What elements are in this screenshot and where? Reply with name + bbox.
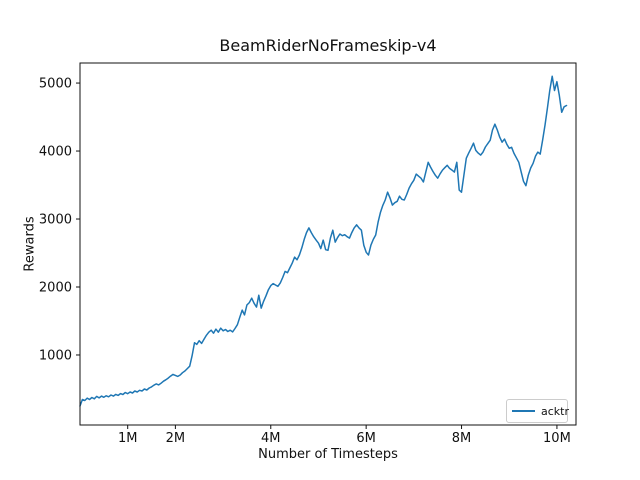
legend-label: acktr (541, 404, 569, 418)
y-tick-label: 2000 (39, 280, 72, 295)
y-tick-label: 1000 (39, 348, 72, 363)
y-tick-label: 5000 (39, 77, 72, 92)
legend: acktr (506, 399, 569, 423)
reward-line (79, 75, 568, 407)
y-tick-label: 3000 (39, 213, 72, 228)
x-tick-label: 6M (356, 431, 376, 446)
x-tick-label: 2M (166, 431, 186, 446)
x-tick-label: 8M (452, 431, 472, 446)
y-tick-label: 4000 (39, 145, 72, 160)
x-tick-label: 10M (543, 431, 571, 446)
x-tick-label: 4M (261, 431, 281, 446)
legend-line-swatch (512, 410, 535, 412)
x-axis-label: Number of Timesteps (258, 447, 398, 462)
chart-title: BeamRiderNoFrameskip-v4 (219, 36, 437, 55)
axes-frame (79, 62, 577, 426)
x-tick-label: 1M (118, 431, 138, 446)
